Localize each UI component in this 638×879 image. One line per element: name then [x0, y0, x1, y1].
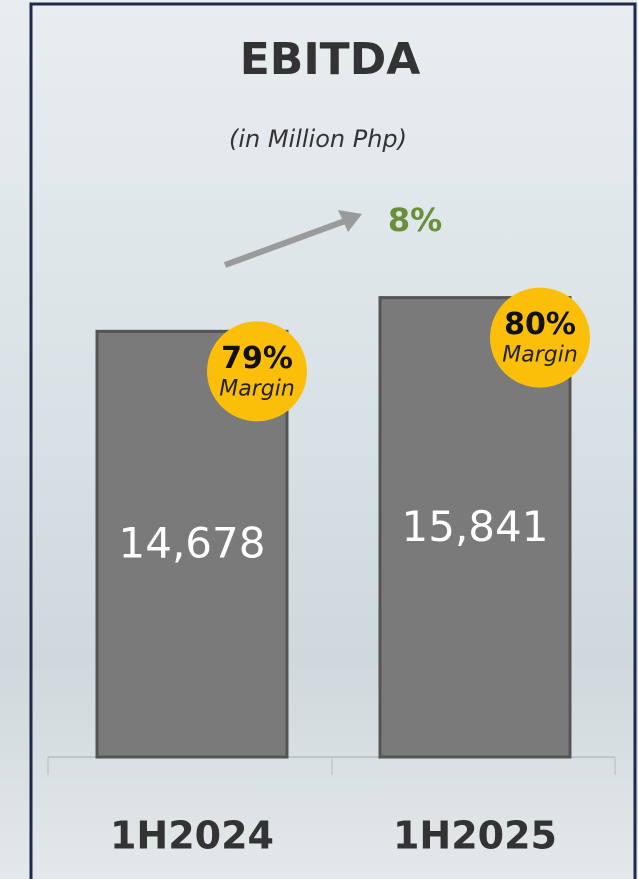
margin-value: 79% [221, 341, 293, 376]
chart-subtitle: (in Million Php) [229, 125, 407, 153]
frame [29, 2, 637, 879]
chart-title: EBITDA [240, 34, 421, 85]
margin-value: 80% [504, 307, 576, 342]
x-tick-label: 1H2025 [393, 814, 557, 858]
margin-label: Margin [502, 343, 578, 368]
value-label: 14,678 [119, 519, 266, 568]
margin-badge [490, 287, 590, 388]
margin-badge [207, 321, 307, 422]
value-label: 15,841 [402, 502, 549, 551]
x-tick-label: 1H2024 [110, 814, 274, 858]
growth-arrow [223, 218, 347, 268]
growth-label: 8% [388, 201, 442, 239]
growth-arrowhead [338, 210, 362, 232]
margin-label: Margin [219, 376, 295, 401]
